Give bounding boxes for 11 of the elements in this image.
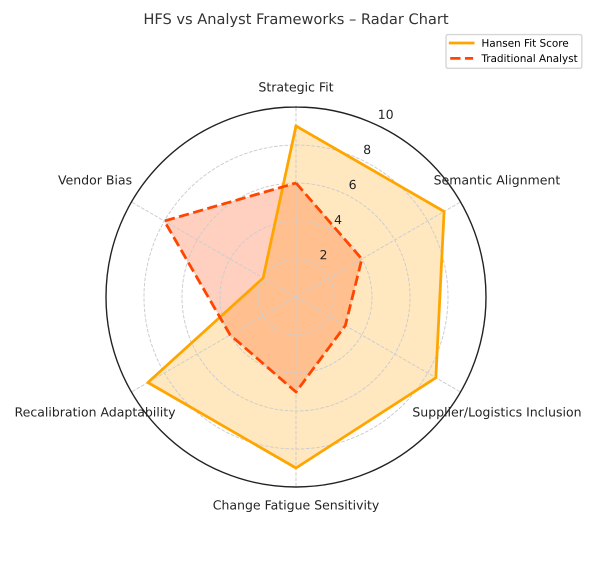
y-tick-label: 10 xyxy=(379,110,393,120)
spoke-label: Strategic Fit xyxy=(259,82,334,94)
legend-label: Traditional Analyst xyxy=(481,54,578,64)
spoke-label: Vendor Bias xyxy=(58,174,132,185)
y-tick-label: 4 xyxy=(334,215,342,224)
chart-title: HFS vs Analyst Frameworks – Radar Chart xyxy=(144,12,448,28)
y-tick-label: 2 xyxy=(320,250,326,260)
legend-label: Hansen Fit Score xyxy=(482,38,568,47)
y-tick-label: 6 xyxy=(350,180,356,190)
spoke-label: Change Fatigue Sensitivity xyxy=(213,500,379,512)
y-tick-label: 8 xyxy=(364,144,370,154)
